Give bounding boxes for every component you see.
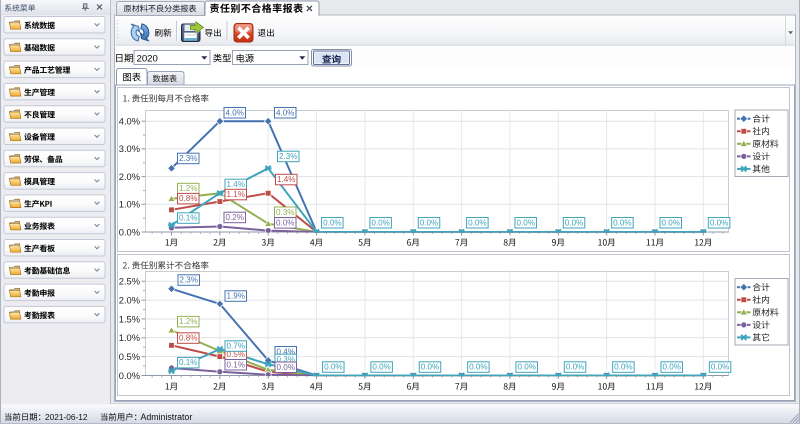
svg-text:0.0%: 0.0% bbox=[468, 218, 486, 227]
svg-text:0.0%: 0.0% bbox=[614, 363, 632, 372]
svg-text:4.0%: 4.0% bbox=[226, 108, 244, 117]
svg-text:1.5%: 1.5% bbox=[119, 314, 140, 324]
svg-text:1.4%: 1.4% bbox=[227, 180, 245, 189]
svg-text:2.0%: 2.0% bbox=[119, 172, 140, 182]
svg-text:3.0%: 3.0% bbox=[119, 144, 140, 154]
svg-text:0.0%: 0.0% bbox=[469, 363, 487, 372]
svg-text:0.7%: 0.7% bbox=[227, 342, 245, 351]
svg-text:0.0%: 0.0% bbox=[565, 218, 583, 227]
svg-text:2.3%: 2.3% bbox=[180, 276, 198, 285]
svg-text:0.1%: 0.1% bbox=[179, 214, 197, 223]
svg-text:0.0%: 0.0% bbox=[323, 218, 341, 227]
svg-text:0.8%: 0.8% bbox=[179, 334, 197, 343]
svg-text:4.0%: 4.0% bbox=[276, 108, 294, 117]
svg-text:0.1%: 0.1% bbox=[227, 360, 245, 369]
svg-text:4.0%: 4.0% bbox=[119, 117, 140, 127]
svg-text:2.0%: 2.0% bbox=[119, 295, 140, 305]
svg-text:0.4%: 0.4% bbox=[277, 347, 295, 356]
svg-text:2.5%: 2.5% bbox=[119, 277, 140, 287]
svg-text:1.0%: 1.0% bbox=[119, 200, 140, 210]
svg-text:0.5%: 0.5% bbox=[227, 350, 245, 359]
svg-text:0.0%: 0.0% bbox=[421, 363, 439, 372]
svg-text:0.0%: 0.0% bbox=[613, 218, 631, 227]
svg-text:1.2%: 1.2% bbox=[179, 317, 197, 326]
svg-text:2021-06-12: 2021-06-12 bbox=[45, 412, 88, 422]
svg-text:0.8%: 0.8% bbox=[179, 194, 197, 203]
svg-text:Administrator: Administrator bbox=[141, 412, 193, 422]
svg-text:0.2%: 0.2% bbox=[226, 213, 244, 222]
svg-text:0.0%: 0.0% bbox=[516, 218, 534, 227]
svg-text:0.0%: 0.0% bbox=[119, 371, 140, 381]
svg-text:0.0%: 0.0% bbox=[517, 363, 535, 372]
svg-text:0.0%: 0.0% bbox=[119, 227, 140, 237]
svg-text:0.5%: 0.5% bbox=[119, 352, 140, 362]
svg-text:0.0%: 0.0% bbox=[371, 218, 389, 227]
svg-text:0.0%: 0.0% bbox=[420, 218, 438, 227]
svg-text:2020: 2020 bbox=[137, 54, 158, 65]
svg-text:0.0%: 0.0% bbox=[324, 363, 342, 372]
svg-text:0.0%: 0.0% bbox=[710, 218, 728, 227]
svg-text:1.0%: 1.0% bbox=[119, 333, 140, 343]
svg-text:0.0%: 0.0% bbox=[663, 363, 681, 372]
svg-text:0.1%: 0.1% bbox=[179, 358, 197, 367]
svg-text:2.3%: 2.3% bbox=[279, 152, 297, 161]
svg-text:1.1%: 1.1% bbox=[227, 190, 245, 199]
svg-text:0.0%: 0.0% bbox=[277, 363, 295, 372]
svg-text:2.3%: 2.3% bbox=[179, 154, 197, 163]
svg-text:0.3%: 0.3% bbox=[276, 208, 294, 217]
svg-text:1.9%: 1.9% bbox=[227, 292, 245, 301]
svg-text:1.2%: 1.2% bbox=[179, 184, 197, 193]
svg-text:0.3%: 0.3% bbox=[277, 355, 295, 364]
svg-text:0.0%: 0.0% bbox=[711, 363, 729, 372]
svg-text:0.0%: 0.0% bbox=[662, 218, 680, 227]
svg-text:0.0%: 0.0% bbox=[276, 218, 294, 227]
svg-text:0.0%: 0.0% bbox=[566, 363, 584, 372]
svg-text:1.4%: 1.4% bbox=[277, 175, 295, 184]
svg-text:0.0%: 0.0% bbox=[372, 363, 390, 372]
